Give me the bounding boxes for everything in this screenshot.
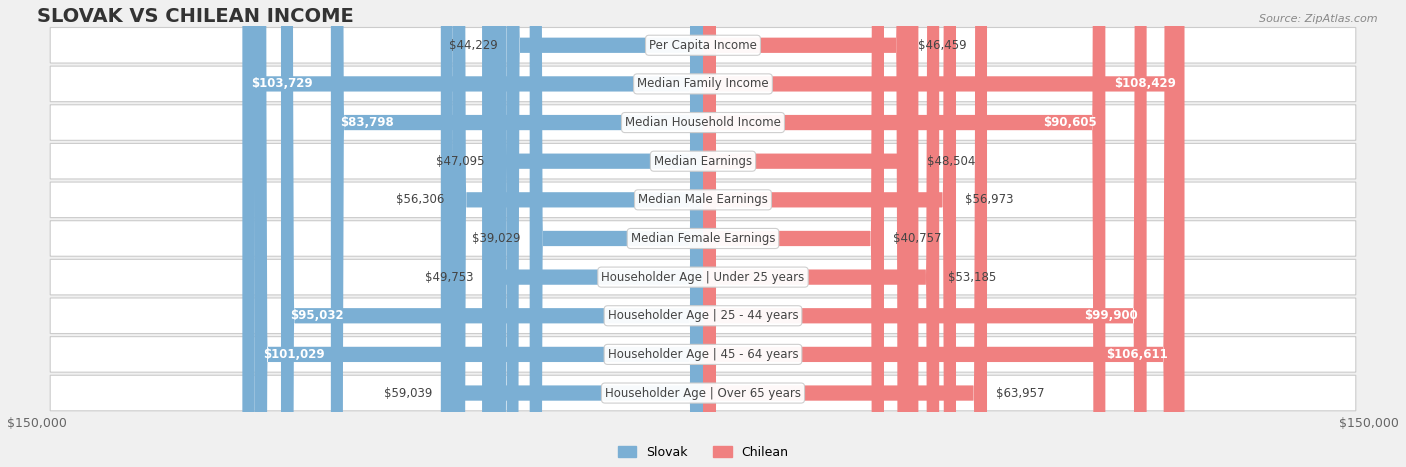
Text: $53,185: $53,185 <box>948 270 997 283</box>
Legend: Slovak, Chilean: Slovak, Chilean <box>613 441 793 464</box>
Text: Householder Age | Over 65 years: Householder Age | Over 65 years <box>605 387 801 400</box>
Text: $49,753: $49,753 <box>425 270 474 283</box>
Text: $63,957: $63,957 <box>995 387 1045 400</box>
FancyBboxPatch shape <box>51 182 1355 218</box>
Text: $48,504: $48,504 <box>928 155 976 168</box>
Text: $103,729: $103,729 <box>252 78 314 91</box>
FancyBboxPatch shape <box>51 66 1355 102</box>
FancyBboxPatch shape <box>51 143 1355 179</box>
FancyBboxPatch shape <box>242 0 703 467</box>
Text: Median Household Income: Median Household Income <box>626 116 780 129</box>
FancyBboxPatch shape <box>482 0 703 467</box>
Text: $59,039: $59,039 <box>384 387 432 400</box>
Text: $56,306: $56,306 <box>395 193 444 206</box>
Text: Per Capita Income: Per Capita Income <box>650 39 756 52</box>
Text: $90,605: $90,605 <box>1043 116 1097 129</box>
Text: Source: ZipAtlas.com: Source: ZipAtlas.com <box>1260 14 1378 24</box>
FancyBboxPatch shape <box>281 0 703 467</box>
Text: $44,229: $44,229 <box>449 39 498 52</box>
FancyBboxPatch shape <box>330 0 703 467</box>
FancyBboxPatch shape <box>703 0 884 467</box>
Text: $95,032: $95,032 <box>290 309 343 322</box>
FancyBboxPatch shape <box>703 0 1184 467</box>
FancyBboxPatch shape <box>51 337 1355 372</box>
FancyBboxPatch shape <box>453 0 703 467</box>
Text: $106,611: $106,611 <box>1105 348 1167 361</box>
FancyBboxPatch shape <box>51 375 1355 411</box>
Text: Householder Age | 45 - 64 years: Householder Age | 45 - 64 years <box>607 348 799 361</box>
Text: $83,798: $83,798 <box>340 116 394 129</box>
Text: $46,459: $46,459 <box>918 39 967 52</box>
FancyBboxPatch shape <box>441 0 703 467</box>
FancyBboxPatch shape <box>506 0 703 467</box>
Text: Median Earnings: Median Earnings <box>654 155 752 168</box>
FancyBboxPatch shape <box>703 0 1147 467</box>
FancyBboxPatch shape <box>530 0 703 467</box>
FancyBboxPatch shape <box>703 0 939 467</box>
FancyBboxPatch shape <box>51 221 1355 256</box>
FancyBboxPatch shape <box>51 259 1355 295</box>
Text: $39,029: $39,029 <box>472 232 520 245</box>
FancyBboxPatch shape <box>494 0 703 467</box>
FancyBboxPatch shape <box>51 28 1355 63</box>
Text: $47,095: $47,095 <box>436 155 485 168</box>
Text: $40,757: $40,757 <box>893 232 942 245</box>
Text: Median Female Earnings: Median Female Earnings <box>631 232 775 245</box>
Text: Householder Age | 25 - 44 years: Householder Age | 25 - 44 years <box>607 309 799 322</box>
FancyBboxPatch shape <box>51 105 1355 140</box>
FancyBboxPatch shape <box>703 0 987 467</box>
Text: Householder Age | Under 25 years: Householder Age | Under 25 years <box>602 270 804 283</box>
Text: $99,900: $99,900 <box>1084 309 1137 322</box>
FancyBboxPatch shape <box>703 0 918 467</box>
Text: SLOVAK VS CHILEAN INCOME: SLOVAK VS CHILEAN INCOME <box>37 7 354 26</box>
Text: $56,973: $56,973 <box>965 193 1014 206</box>
FancyBboxPatch shape <box>703 0 1105 467</box>
Text: Median Male Earnings: Median Male Earnings <box>638 193 768 206</box>
FancyBboxPatch shape <box>703 0 910 467</box>
Text: Median Family Income: Median Family Income <box>637 78 769 91</box>
Text: $101,029: $101,029 <box>263 348 325 361</box>
FancyBboxPatch shape <box>703 0 956 467</box>
Text: $108,429: $108,429 <box>1114 78 1175 91</box>
FancyBboxPatch shape <box>703 0 1177 467</box>
FancyBboxPatch shape <box>254 0 703 467</box>
FancyBboxPatch shape <box>51 298 1355 333</box>
